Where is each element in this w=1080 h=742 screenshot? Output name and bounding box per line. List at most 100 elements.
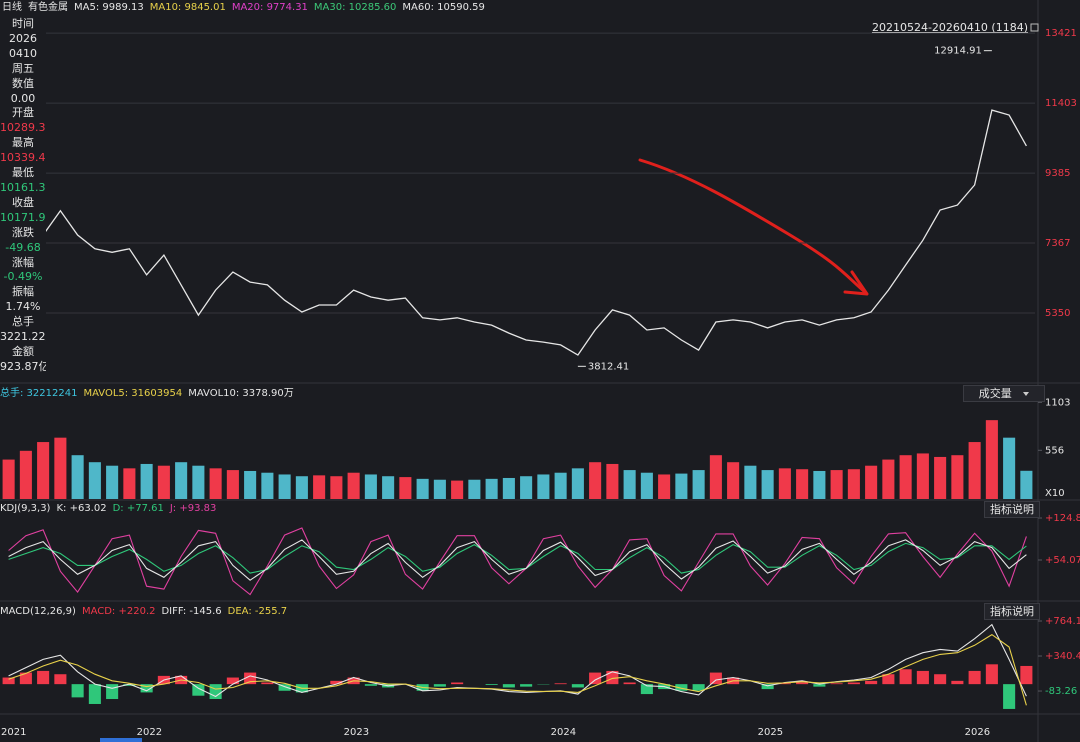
x-tick-label: 2023 [344,727,369,738]
bar [882,674,895,685]
bar [226,470,239,499]
info-item: 2026 [9,31,37,45]
info-item: 最高 [12,136,34,150]
info-item: 周五 [12,61,34,75]
bar [330,476,343,499]
range-icon[interactable] [1030,23,1039,32]
bar [606,463,619,499]
arrow-head [843,270,869,296]
bar [451,480,464,499]
bar [537,474,550,499]
bar [985,664,998,685]
panel-header: K: +63.02 [56,503,106,514]
bar [54,437,67,499]
y-tick-label: 13421 [1045,28,1077,39]
info-item: 10289.37 [0,121,46,135]
info-item: 0410 [9,46,37,60]
bar [934,674,947,685]
bar [847,469,860,499]
bar [485,478,498,499]
bar [278,684,291,691]
indicator-button[interactable]: 指标说明 [984,501,1040,518]
indicator-line [8,539,1027,581]
y-tick-label: 9385 [1045,168,1070,179]
info-item: 1.74% [5,300,41,314]
bar [175,462,188,499]
y-tick-label: 11403 [1045,98,1077,109]
y-tick-label: 556 [1045,445,1064,456]
volume-selector[interactable]: 成交量 [963,385,1045,402]
x-tick-label: 2025 [758,727,783,738]
bar [916,453,929,499]
y-tick-label: 5350 [1045,308,1070,319]
bar [209,468,222,499]
bar [796,469,809,499]
bar [330,680,343,685]
bar [830,683,843,685]
bar [571,468,584,499]
header-item: 日线 [2,0,22,13]
bar [865,680,878,685]
panel-header: MAVOL10: 3378.90万 [188,388,294,399]
header-item: MA5: 9989.13 [74,2,144,13]
bar [899,455,912,499]
info-panel: 时间20260410周五数值0.00开盘10289.37最高10339.47最低… [0,17,46,375]
y-tick-label: +764.1 [1045,616,1080,627]
bar [899,669,912,685]
header-item: MA20: 9774.31 [232,2,308,13]
bar [502,477,515,499]
bar [847,682,860,685]
indicator-button[interactable]: 指标说明 [984,603,1040,620]
bar [278,474,291,499]
bar [88,462,101,499]
y-tick-label: 7367 [1045,238,1070,249]
bar [916,670,929,685]
bar [295,476,308,499]
unit-label: X10 [1045,488,1065,499]
bar [968,670,981,685]
bar [1020,665,1033,685]
bar [709,672,722,685]
bar [692,684,705,691]
bar [37,670,50,685]
bar [606,670,619,685]
bar [106,465,119,499]
panel-header: MAVOL5: 31603954 [83,388,182,399]
bar [968,442,981,499]
bar [37,442,50,499]
info-item: 涨幅 [12,255,34,269]
panel-header: 总手: 32212241 [0,386,77,399]
x-tick-label: 2021 [1,727,26,738]
panel-header: DEA: -255.7 [228,606,287,617]
bar [2,677,15,685]
bar [140,463,153,499]
bar [951,680,964,685]
bar [934,456,947,499]
range-label[interactable]: 20210524-20260410 (1184) [872,21,1028,34]
indicator-line [8,527,1027,596]
info-item: 振幅 [12,285,34,299]
bar [451,682,464,685]
x-tick-label: 2022 [137,727,162,738]
bar [416,478,429,499]
scrollbar[interactable] [100,738,142,742]
info-item: 涨跌 [12,225,34,239]
bar [640,684,653,695]
low-label: 3812.41 [588,361,629,372]
bar [468,479,481,499]
panel-header: J: +93.83 [169,503,217,514]
bar [399,477,412,499]
panel-header: DIFF: -145.6 [161,606,221,617]
bar [364,684,377,686]
selector-label: 成交量 [978,387,1012,400]
header-item: 有色金属 [28,0,68,13]
bar [485,684,498,685]
bar [589,672,602,685]
indicator-line [8,633,1027,706]
y-tick-label: +124.8 [1045,513,1080,524]
bar [589,462,602,499]
dropdown-caret [1023,392,1030,396]
bar [502,684,515,688]
bar [761,684,774,690]
